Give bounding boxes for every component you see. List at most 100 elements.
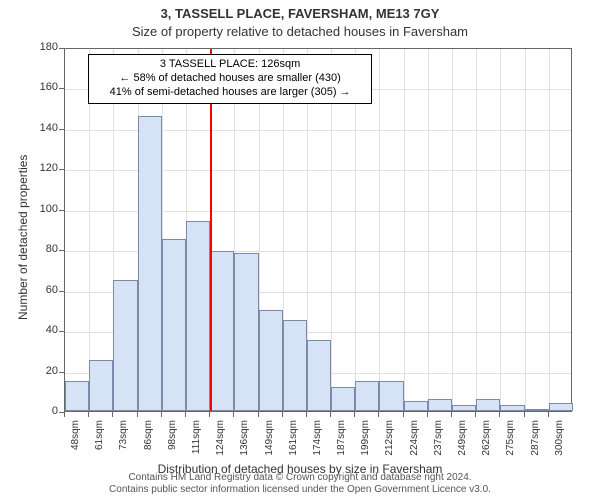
- y-tick-label: 140: [18, 122, 58, 134]
- x-tick-label: 161sqm: [288, 420, 299, 470]
- annotation-line: 41% of semi-detached houses are larger (…: [95, 86, 365, 100]
- histogram-bar: [234, 253, 258, 411]
- x-tick-label: 199sqm: [360, 420, 371, 470]
- y-tick: [59, 250, 64, 251]
- x-tick: [161, 412, 162, 417]
- y-tick-label: 20: [18, 365, 58, 377]
- x-tick-label: 275sqm: [505, 420, 516, 470]
- gridline-v: [404, 49, 405, 411]
- x-tick-label: 174sqm: [312, 420, 323, 470]
- gridline-v: [476, 49, 477, 411]
- x-tick-label: 86sqm: [143, 420, 154, 470]
- histogram-bar: [65, 381, 89, 411]
- x-tick-label: 111sqm: [191, 420, 202, 470]
- x-tick: [524, 412, 525, 417]
- x-tick: [282, 412, 283, 417]
- histogram-bar: [162, 239, 186, 411]
- x-tick-label: 48sqm: [70, 420, 81, 470]
- histogram-bar: [500, 405, 524, 411]
- histogram-bar: [549, 403, 573, 411]
- histogram-bar: [186, 221, 210, 411]
- y-tick: [59, 129, 64, 130]
- histogram-bar: [138, 116, 162, 411]
- annotation-line: ← 58% of detached houses are smaller (43…: [95, 72, 365, 86]
- y-tick: [59, 372, 64, 373]
- x-tick: [112, 412, 113, 417]
- y-tick-label: 40: [18, 324, 58, 336]
- x-tick: [209, 412, 210, 417]
- y-tick-label: 60: [18, 284, 58, 296]
- x-tick: [88, 412, 89, 417]
- chart-title-sub: Size of property relative to detached ho…: [0, 24, 600, 39]
- x-tick-label: 300sqm: [554, 420, 565, 470]
- annotation-line: 3 TASSELL PLACE: 126sqm: [95, 58, 365, 72]
- y-tick-label: 100: [18, 203, 58, 215]
- gridline-v: [500, 49, 501, 411]
- histogram-bar: [89, 360, 113, 411]
- histogram-bar: [283, 320, 307, 411]
- x-tick-label: 61sqm: [94, 420, 105, 470]
- x-tick: [233, 412, 234, 417]
- histogram-bar: [259, 310, 283, 411]
- y-tick-label: 120: [18, 162, 58, 174]
- x-tick-label: 237sqm: [433, 420, 444, 470]
- y-tick: [59, 169, 64, 170]
- x-tick: [185, 412, 186, 417]
- y-tick: [59, 291, 64, 292]
- x-tick: [451, 412, 452, 417]
- histogram-bar: [404, 401, 428, 411]
- x-tick: [427, 412, 428, 417]
- x-tick-label: 262sqm: [481, 420, 492, 470]
- y-tick: [59, 48, 64, 49]
- y-tick: [59, 210, 64, 211]
- footer-line-2: Contains public sector information licen…: [0, 484, 600, 496]
- histogram-bar: [379, 381, 403, 411]
- y-tick: [59, 88, 64, 89]
- y-tick-label: 80: [18, 243, 58, 255]
- chart-root: 3, TASSELL PLACE, FAVERSHAM, ME13 7GY Si…: [0, 0, 600, 500]
- chart-title-main: 3, TASSELL PLACE, FAVERSHAM, ME13 7GY: [0, 6, 600, 21]
- plot-area: 3 TASSELL PLACE: 126sqm← 58% of detached…: [64, 48, 572, 412]
- footer-line-1: Contains HM Land Registry data © Crown c…: [0, 472, 600, 484]
- x-tick: [330, 412, 331, 417]
- x-tick: [137, 412, 138, 417]
- x-tick-label: 287sqm: [530, 420, 541, 470]
- x-tick-label: 187sqm: [336, 420, 347, 470]
- annotation-box: 3 TASSELL PLACE: 126sqm← 58% of detached…: [88, 54, 372, 103]
- x-tick-label: 136sqm: [239, 420, 250, 470]
- x-tick-label: 98sqm: [167, 420, 178, 470]
- y-tick-label: 180: [18, 41, 58, 53]
- y-tick-label: 160: [18, 81, 58, 93]
- y-tick: [59, 331, 64, 332]
- x-tick: [403, 412, 404, 417]
- gridline-v: [428, 49, 429, 411]
- x-tick: [499, 412, 500, 417]
- x-tick-label: 73sqm: [118, 420, 129, 470]
- histogram-bar: [331, 387, 355, 411]
- y-tick-label: 0: [18, 405, 58, 417]
- histogram-bar: [452, 405, 476, 411]
- x-tick: [258, 412, 259, 417]
- gridline-v: [525, 49, 526, 411]
- histogram-bar: [113, 280, 137, 411]
- x-tick-label: 212sqm: [384, 420, 395, 470]
- histogram-bar: [428, 399, 452, 411]
- x-tick: [306, 412, 307, 417]
- footer-attribution: Contains HM Land Registry data © Crown c…: [0, 472, 600, 496]
- x-tick-label: 124sqm: [215, 420, 226, 470]
- x-tick-label: 149sqm: [264, 420, 275, 470]
- x-tick: [354, 412, 355, 417]
- histogram-bar: [355, 381, 379, 411]
- gridline-v: [549, 49, 550, 411]
- histogram-bar: [210, 251, 234, 411]
- x-tick: [64, 412, 65, 417]
- gridline-v: [379, 49, 380, 411]
- x-tick-label: 249sqm: [457, 420, 468, 470]
- x-tick-label: 224sqm: [409, 420, 420, 470]
- gridline-v: [452, 49, 453, 411]
- histogram-bar: [525, 409, 549, 411]
- x-tick: [378, 412, 379, 417]
- x-tick: [475, 412, 476, 417]
- histogram-bar: [476, 399, 500, 411]
- histogram-bar: [307, 340, 331, 411]
